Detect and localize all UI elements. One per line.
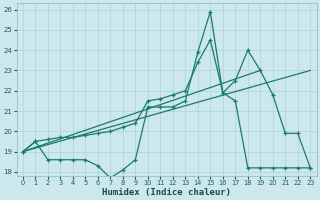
X-axis label: Humidex (Indice chaleur): Humidex (Indice chaleur) <box>102 188 231 197</box>
